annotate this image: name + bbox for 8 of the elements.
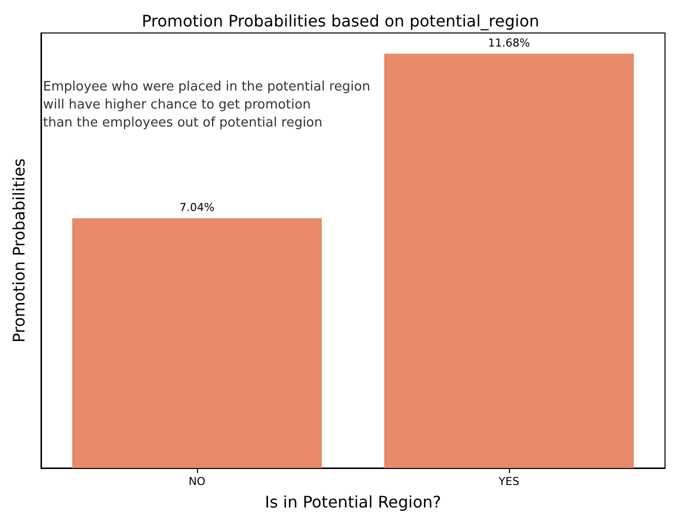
x-tick-label: NO xyxy=(188,475,206,488)
data-label: 11.68% xyxy=(488,36,530,50)
data-label: 7.04% xyxy=(180,201,214,214)
y-axis-title: Promotion Probabilities xyxy=(10,158,28,343)
annotation: Employee who were placed in the potential region will have higher chance to get promotion than the employees out of potential region xyxy=(43,80,370,130)
x-tick-label: YES xyxy=(498,475,520,488)
x-axis-title: Is in Potential Region? xyxy=(264,492,442,512)
chart-title: Promotion Probabilities based on potential_region xyxy=(142,12,540,30)
